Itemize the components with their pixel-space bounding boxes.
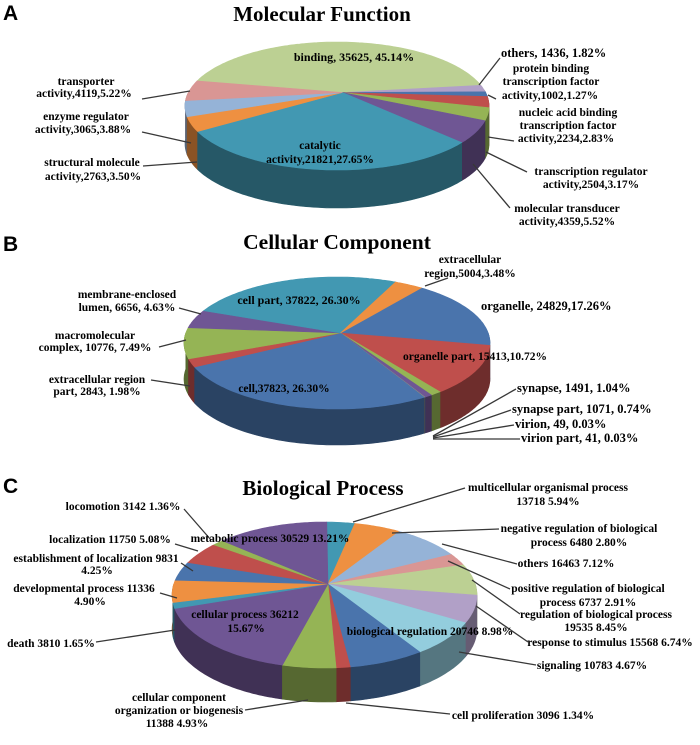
svg-text:13718 5.94%: 13718 5.94% xyxy=(516,496,579,508)
svg-text:complex, 10776, 7.49%: complex, 10776, 7.49% xyxy=(39,342,152,354)
svg-text:membrane-enclosed: membrane-enclosed xyxy=(78,289,177,301)
svg-text:virion, 49, 0.03%: virion, 49, 0.03% xyxy=(515,417,606,431)
svg-text:process 6480 2.80%: process 6480 2.80% xyxy=(531,537,628,549)
svg-text:enzyme regulator: enzyme regulator xyxy=(43,111,129,123)
svg-text:cell,37823, 26.30%: cell,37823, 26.30% xyxy=(238,383,329,395)
svg-text:positive regulation of biologi: positive regulation of biological xyxy=(511,583,664,595)
svg-text:Molecular Function: Molecular Function xyxy=(233,2,411,26)
svg-text:activity,2763,3.50%: activity,2763,3.50% xyxy=(45,171,141,183)
svg-text:process 6737 2.91%: process 6737 2.91% xyxy=(540,597,637,609)
svg-text:macromolecular: macromolecular xyxy=(55,330,135,342)
svg-text:transcription factor: transcription factor xyxy=(503,76,600,88)
svg-text:developmental process 11336: developmental process 11336 xyxy=(13,583,155,595)
svg-text:Biological Process: Biological Process xyxy=(242,476,403,500)
svg-text:death 3810 1.65%: death 3810 1.65% xyxy=(7,638,95,650)
svg-text:transcription factor: transcription factor xyxy=(520,120,617,132)
svg-text:extracellular region: extracellular region xyxy=(49,374,146,386)
svg-text:transcription regulator: transcription regulator xyxy=(534,166,647,178)
svg-text:lumen, 6656, 4.63%: lumen, 6656, 4.63% xyxy=(79,302,176,314)
svg-text:locomotion 3142 1.36%: locomotion 3142 1.36% xyxy=(66,501,181,513)
svg-text:structural molecule: structural molecule xyxy=(44,157,140,169)
svg-text:organelle, 24829,17.26%: organelle, 24829,17.26% xyxy=(481,299,612,313)
svg-text:19535 8.45%: 19535 8.45% xyxy=(564,622,627,634)
svg-text:molecular transducer: molecular transducer xyxy=(514,203,620,215)
svg-text:Cellular Component: Cellular Component xyxy=(243,230,432,254)
svg-text:biological regulation 20746 8.: biological regulation 20746 8.98% xyxy=(347,626,514,638)
svg-text:C: C xyxy=(3,475,18,498)
svg-text:localization 11750 5.08%: localization 11750 5.08% xyxy=(49,534,171,546)
svg-text:metabolic process 30529 13.21%: metabolic process 30529 13.21% xyxy=(191,533,350,545)
svg-text:response to stimulus 15568 6.7: response to stimulus 15568 6.74% xyxy=(527,637,693,649)
svg-text:B: B xyxy=(3,233,18,256)
svg-text:activity,3065,3.88%: activity,3065,3.88% xyxy=(35,124,131,136)
svg-text:others 16463 7.12%: others 16463 7.12% xyxy=(518,558,615,570)
svg-text:15.67%: 15.67% xyxy=(227,623,264,635)
svg-text:activity,2504,3.17%: activity,2504,3.17% xyxy=(543,179,639,191)
svg-text:transporter: transporter xyxy=(58,76,115,88)
svg-text:regulation of biological proce: regulation of biological process xyxy=(520,609,672,621)
svg-text:protein binding: protein binding xyxy=(513,63,589,75)
svg-text:multicellular organismal proce: multicellular organismal process xyxy=(468,482,628,494)
svg-text:organelle part, 15413,10.72%: organelle part, 15413,10.72% xyxy=(403,351,547,363)
svg-text:virion part, 41, 0.03%: virion part, 41, 0.03% xyxy=(521,431,638,445)
svg-text:activity,1002,1.27%: activity,1002,1.27% xyxy=(502,90,598,102)
svg-text:4.90%: 4.90% xyxy=(74,596,106,608)
svg-text:region,5004,3.48%: region,5004,3.48% xyxy=(424,268,515,280)
svg-text:binding, 35625, 45.14%: binding, 35625, 45.14% xyxy=(294,50,414,64)
svg-text:synapse, 1491, 1.04%: synapse, 1491, 1.04% xyxy=(517,381,631,395)
svg-text:cellular process 36212: cellular process 36212 xyxy=(191,609,299,621)
svg-text:catalytic: catalytic xyxy=(299,140,341,152)
svg-text:11388 4.93%: 11388 4.93% xyxy=(146,718,209,730)
svg-text:activity,4359,5.52%: activity,4359,5.52% xyxy=(519,216,615,228)
svg-text:cell part, 37822, 26.30%: cell part, 37822, 26.30% xyxy=(237,293,360,307)
svg-text:synapse part, 1071, 0.74%: synapse part, 1071, 0.74% xyxy=(512,402,652,416)
svg-text:cellular component: cellular component xyxy=(132,692,226,704)
svg-text:extracellular: extracellular xyxy=(439,254,502,266)
svg-text:nucleic acid binding: nucleic acid binding xyxy=(519,107,618,119)
svg-text:activity,21821,27.65%: activity,21821,27.65% xyxy=(266,154,374,166)
svg-text:part, 2843, 1.98%: part, 2843, 1.98% xyxy=(53,386,140,398)
svg-text:signaling 10783 4.67%: signaling 10783 4.67% xyxy=(537,660,647,672)
svg-text:activity,2234,2.83%: activity,2234,2.83% xyxy=(518,133,614,145)
svg-text:4.25%: 4.25% xyxy=(81,565,113,577)
svg-text:others, 1436, 1.82%: others, 1436, 1.82% xyxy=(501,46,606,60)
svg-text:establishment of localization: establishment of localization 9831 xyxy=(13,553,178,565)
svg-text:activity,4119,5.22%: activity,4119,5.22% xyxy=(36,88,132,100)
svg-text:negative regulation of biologi: negative regulation of biological xyxy=(501,523,658,535)
svg-text:cell proliferation 3096 1.34%: cell proliferation 3096 1.34% xyxy=(452,710,594,722)
svg-text:A: A xyxy=(3,2,18,25)
svg-text:organization or biogenesis: organization or biogenesis xyxy=(115,705,244,717)
